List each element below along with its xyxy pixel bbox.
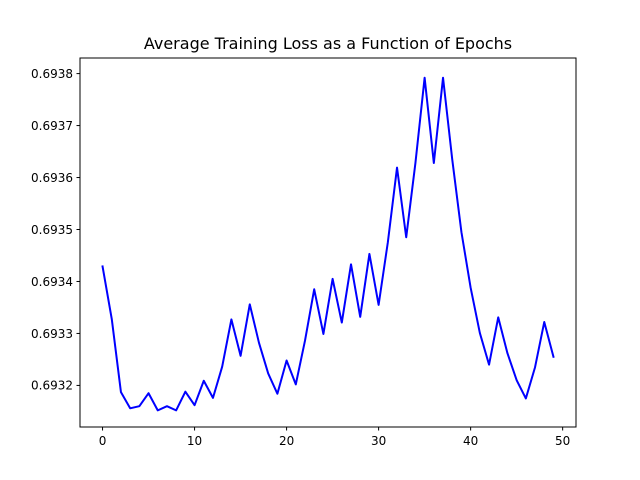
data-point bbox=[295, 383, 297, 385]
data-point bbox=[212, 397, 214, 399]
x-axis: 0 10 20 30 40 50 bbox=[99, 427, 570, 448]
y-tick-label: 0.6933 bbox=[31, 327, 73, 341]
data-point bbox=[479, 332, 481, 334]
data-point bbox=[396, 167, 398, 169]
chart-title: Average Training Loss as a Function of E… bbox=[144, 34, 512, 53]
data-point bbox=[442, 77, 444, 79]
x-tick-label: 50 bbox=[555, 434, 570, 448]
data-point bbox=[322, 333, 324, 335]
y-tick-label: 0.6936 bbox=[31, 171, 73, 185]
data-point bbox=[203, 380, 205, 382]
x-tick-label: 30 bbox=[371, 434, 386, 448]
data-point bbox=[359, 316, 361, 318]
data-point bbox=[148, 392, 150, 394]
y-tick-label: 0.6935 bbox=[31, 223, 73, 237]
data-point bbox=[414, 162, 416, 164]
data-point bbox=[184, 391, 186, 393]
data-point bbox=[286, 359, 288, 361]
data-point bbox=[276, 393, 278, 395]
data-point bbox=[175, 409, 177, 411]
data-point bbox=[230, 318, 232, 320]
y-axis: 0.6932 0.6933 0.6934 0.6935 0.6936 0.6937 0.69… bbox=[31, 67, 80, 393]
plot-content bbox=[101, 76, 555, 412]
data-point bbox=[433, 162, 435, 164]
data-point bbox=[332, 278, 334, 280]
y-tick-label: 0.6934 bbox=[31, 275, 73, 289]
data-point bbox=[304, 340, 306, 342]
y-tick-label: 0.6938 bbox=[31, 67, 73, 81]
data-point bbox=[552, 356, 554, 358]
x-tick-label: 20 bbox=[279, 434, 294, 448]
y-tick-label: 0.6937 bbox=[31, 119, 73, 133]
data-point bbox=[221, 366, 223, 368]
x-tick-label: 40 bbox=[463, 434, 478, 448]
plot-frame bbox=[79, 57, 577, 428]
series-line bbox=[101, 76, 555, 412]
data-point bbox=[378, 304, 380, 306]
data-point bbox=[240, 355, 242, 357]
data-point bbox=[249, 303, 251, 305]
data-point bbox=[313, 288, 315, 290]
data-point bbox=[138, 405, 140, 407]
data-point bbox=[506, 352, 508, 354]
data-point bbox=[405, 236, 407, 238]
data-point bbox=[488, 364, 490, 366]
data-point bbox=[497, 316, 499, 318]
data-point bbox=[424, 77, 426, 79]
x-tick-label: 10 bbox=[187, 434, 202, 448]
data-point bbox=[543, 321, 545, 323]
data-point bbox=[460, 231, 462, 233]
x-tick-label: 0 bbox=[99, 434, 107, 448]
data-point bbox=[157, 409, 159, 411]
data-point bbox=[258, 342, 260, 344]
data-point bbox=[368, 253, 370, 255]
data-point bbox=[194, 404, 196, 406]
data-point bbox=[102, 265, 104, 267]
data-point bbox=[341, 322, 343, 324]
data-point bbox=[451, 158, 453, 160]
data-point bbox=[525, 397, 527, 399]
y-tick-label: 0.6932 bbox=[31, 379, 73, 393]
data-point bbox=[166, 405, 168, 407]
data-point bbox=[120, 391, 122, 393]
data-point bbox=[267, 372, 269, 374]
data-point bbox=[470, 287, 472, 289]
data-point bbox=[111, 318, 113, 320]
data-point bbox=[534, 366, 536, 368]
data-point bbox=[516, 379, 518, 381]
data-point bbox=[387, 242, 389, 244]
data-point bbox=[350, 263, 352, 265]
data-point bbox=[129, 407, 131, 409]
